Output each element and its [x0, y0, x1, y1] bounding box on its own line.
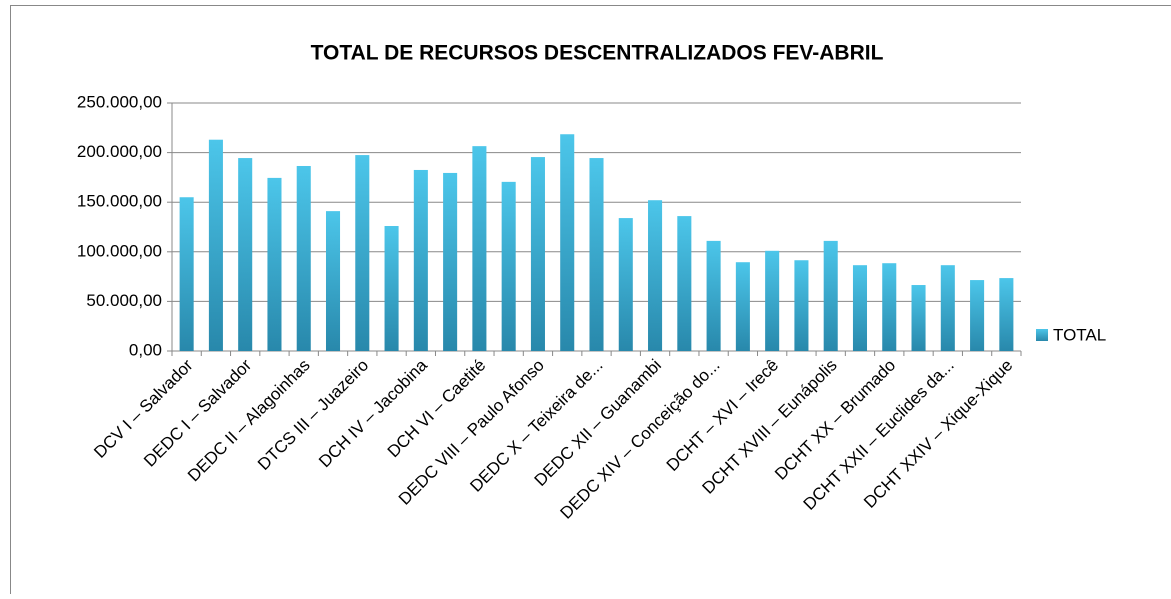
- bar: [912, 285, 926, 351]
- y-tick-label: 0,00: [129, 340, 162, 359]
- y-tick-label: 150.000,00: [77, 192, 162, 211]
- bar: [297, 166, 311, 351]
- bar: [736, 262, 750, 351]
- bar: [999, 278, 1013, 351]
- x-tick-label: DEDC I – Salvador: [140, 355, 255, 470]
- x-tick-label: DCV I – Salvador: [90, 355, 197, 462]
- y-tick-label: 50.000,00: [86, 291, 162, 310]
- bar: [648, 200, 662, 351]
- chart-title: TOTAL DE RECURSOS DESCENTRALIZADOS FEV-A…: [311, 42, 884, 65]
- bar: [619, 218, 633, 351]
- bar: [238, 158, 252, 351]
- bar: [385, 226, 399, 351]
- bar: [326, 211, 340, 351]
- x-tick-label: DTCS III – Juazeiro: [254, 356, 372, 474]
- bar: [267, 178, 281, 351]
- bar: [560, 134, 574, 351]
- bar: [970, 280, 984, 351]
- x-tick-label: DCHT – XVI – Irecê: [663, 356, 782, 475]
- bar: [853, 265, 867, 351]
- bar: [414, 170, 428, 351]
- bar: [589, 158, 603, 351]
- bar: [355, 155, 369, 351]
- legend-swatch: [1036, 329, 1048, 341]
- bar: [472, 146, 486, 351]
- bar: [502, 182, 516, 351]
- bar: [941, 265, 955, 351]
- bar: [824, 241, 838, 351]
- y-tick-label: 100.000,00: [77, 241, 162, 260]
- bar: [180, 197, 194, 351]
- bar: [882, 263, 896, 351]
- bar: [794, 260, 808, 351]
- y-tick-label: 200.000,00: [77, 142, 162, 161]
- bar: [677, 216, 691, 351]
- x-tick-label: DCH IV – Jacobina: [315, 355, 431, 471]
- bar: [209, 140, 223, 351]
- x-tick-label: DCH VI – Caetité: [384, 356, 490, 462]
- legend-label: TOTAL: [1053, 325, 1106, 344]
- y-tick-label: 250.000,00: [77, 92, 162, 111]
- bar: [531, 157, 545, 351]
- bar: [765, 251, 779, 351]
- bar: [707, 241, 721, 351]
- bar: [443, 173, 457, 351]
